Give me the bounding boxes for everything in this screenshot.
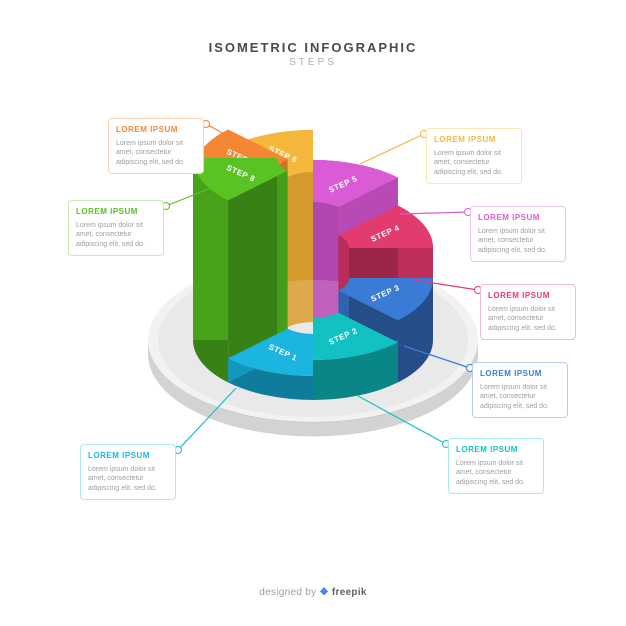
callout-step-6: LOREM IPSUM Lorem ipsum dolor sit amet, c… <box>426 128 522 184</box>
callout-body: Lorem ipsum dolor sit amet, consectetur … <box>434 149 514 177</box>
callout-body: Lorem ipsum dolor sit amet, consectetur … <box>488 305 568 333</box>
callout-step-1: LOREM IPSUM Lorem ipsum dolor sit amet, c… <box>80 444 176 500</box>
callout-body: Lorem ipsum dolor sit amet, consectetur … <box>116 139 196 167</box>
callout-body: Lorem ipsum dolor sit amet, consectetur … <box>456 459 536 487</box>
callout-title: LOREM IPSUM <box>76 207 156 218</box>
callout-step-4: LOREM IPSUM Lorem ipsum dolor sit amet, c… <box>480 284 576 340</box>
callout-step-8: LOREM IPSUM Lorem ipsum dolor sit amet, c… <box>68 200 164 256</box>
callout-title: LOREM IPSUM <box>88 451 168 462</box>
brand-icon: ❖ <box>320 587 329 598</box>
callout-step-5: LOREM IPSUM Lorem ipsum dolor sit amet, c… <box>470 206 566 262</box>
footer-prefix: designed by <box>259 587 316 598</box>
callout-step-3: LOREM IPSUM Lorem ipsum dolor sit amet, c… <box>472 362 568 418</box>
callout-title: LOREM IPSUM <box>116 125 196 136</box>
callout-step-2: LOREM IPSUM Lorem ipsum dolor sit amet, c… <box>448 438 544 494</box>
callout-title: LOREM IPSUM <box>488 291 568 302</box>
callout-title: LOREM IPSUM <box>478 213 558 224</box>
leader-step-6 <box>360 134 424 164</box>
callout-title: LOREM IPSUM <box>456 445 536 456</box>
callout-body: Lorem ipsum dolor sit amet, consectetur … <box>480 383 560 411</box>
callout-body: Lorem ipsum dolor sit amet, consectetur … <box>76 221 156 249</box>
callout-title: LOREM IPSUM <box>434 135 514 146</box>
callout-title: LOREM IPSUM <box>480 369 560 380</box>
callout-body: Lorem ipsum dolor sit amet, consectetur … <box>88 465 168 493</box>
brand-name: freepik <box>332 587 367 598</box>
callout-step-7: LOREM IPSUM Lorem ipsum dolor sit amet, c… <box>108 118 204 174</box>
attribution: designed by ❖ freepik <box>0 587 626 598</box>
callout-body: Lorem ipsum dolor sit amet, consectetur … <box>478 227 558 255</box>
